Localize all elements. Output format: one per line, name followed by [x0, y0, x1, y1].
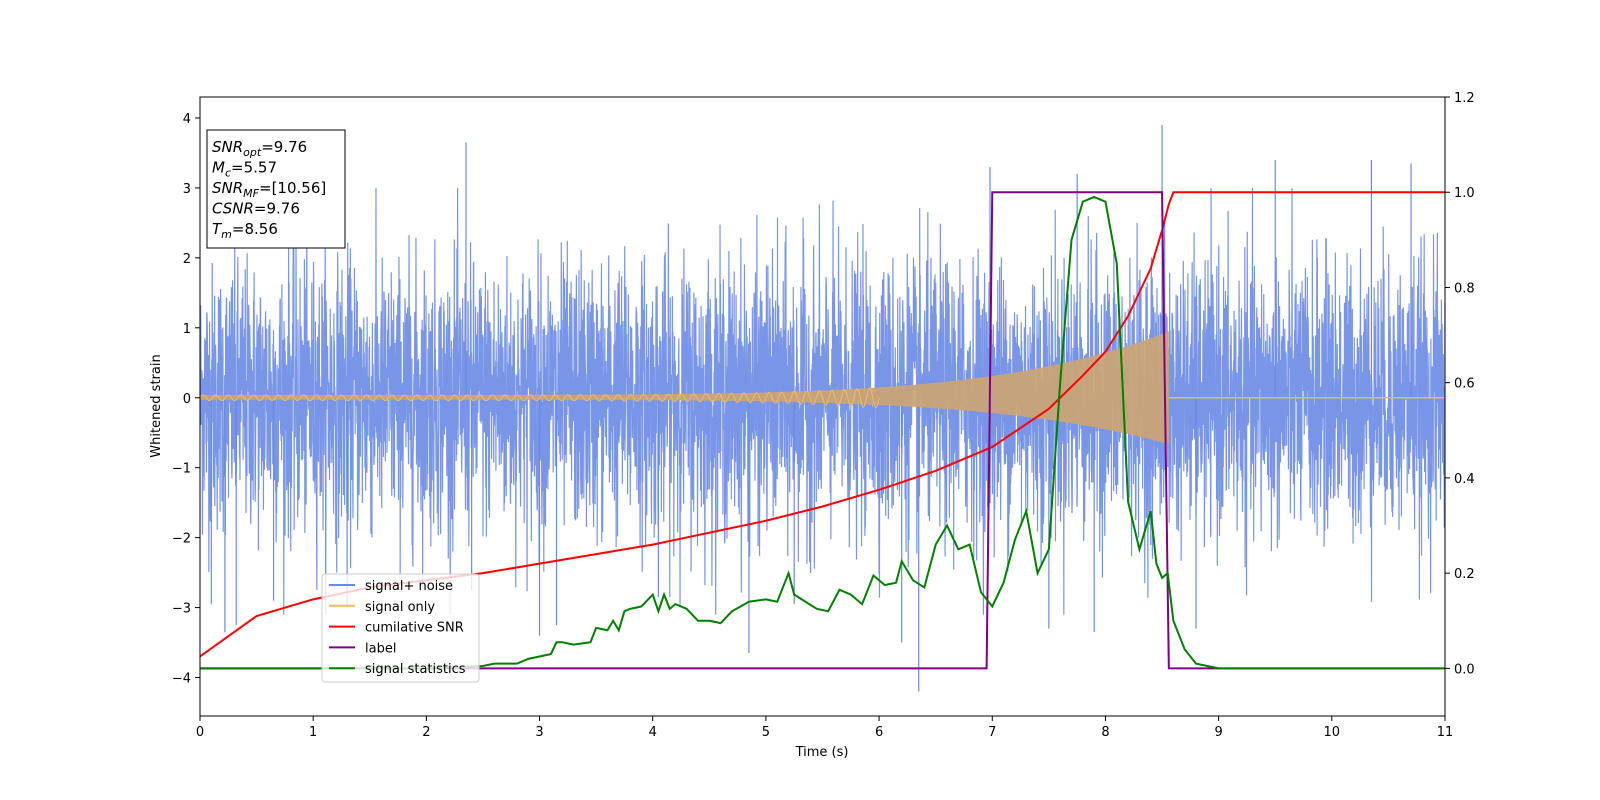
signal-only-envelope	[200, 331, 1169, 445]
x-tick-label-9: 9	[1214, 725, 1222, 740]
x-tick-label-8: 8	[1101, 725, 1109, 740]
annotation-line-2: SNRMF=[10.56]	[212, 179, 326, 200]
x-tick-label-0: 0	[196, 725, 204, 740]
legend: signal+ noise signal only cumilative SNR la…	[321, 573, 480, 683]
y2-tick-label-5: 1.0	[1454, 186, 1475, 201]
annotation-box: SNRopt=9.76Mc=5.57SNRMF=[10.56]CSNR=9.76…	[206, 129, 346, 249]
x-tick-label-7: 7	[988, 725, 996, 740]
legend-label-3: label	[365, 641, 396, 656]
y-tick-label-6: 2	[183, 252, 191, 267]
plot-frame	[199, 96, 1446, 717]
y-tick-label-1: −3	[172, 602, 191, 617]
legend-label-1: signal only	[365, 600, 435, 615]
x-tick-label-5: 5	[762, 725, 770, 740]
y2-tick-label-2: 0.4	[1454, 472, 1475, 487]
x-tick-label-10: 10	[1324, 725, 1341, 740]
x-tick-label-2: 2	[422, 725, 430, 740]
x-tick-label-1: 1	[309, 725, 317, 740]
axes: 0 1 2 3 4 5 6 7 8 9 10 11 −4 −3 −2 −1 0 1 2 3 4 0.0 0.2 0.4 0.6 0…	[172, 91, 1475, 740]
y2-tick-label-0: 0.0	[1454, 662, 1475, 677]
series-line-signal-statistics	[200, 195, 1445, 670]
annotation-line-0: SNRopt=9.76	[212, 138, 307, 159]
x-tick-label-11: 11	[1437, 725, 1454, 740]
annotation-line-1: Mc=5.57	[212, 159, 277, 180]
y-tick-label-8: 4	[183, 112, 191, 127]
signal-only-series	[200, 331, 1445, 445]
y-axis-label: Whitened strain	[149, 354, 164, 457]
x-tick-label-6: 6	[875, 725, 883, 740]
x-tick-label-4: 4	[649, 725, 657, 740]
y-tick-label-4: 0	[183, 392, 191, 407]
legend-label-4: signal statistics	[365, 662, 466, 677]
y2-tick-label-6: 1.2	[1454, 91, 1475, 106]
x-axis-label: Time (s)	[795, 745, 849, 760]
signal-only-oscillation	[200, 387, 880, 409]
y-tick-label-3: −1	[172, 462, 191, 477]
legend-label-0: signal+ noise	[365, 579, 453, 594]
y-tick-label-7: 3	[183, 182, 191, 197]
y-tick-label-5: 1	[183, 322, 191, 337]
x-tick-label-3: 3	[535, 725, 543, 740]
signal-noise-series	[200, 124, 1445, 692]
y2-tick-label-3: 0.6	[1454, 377, 1475, 392]
y2-tick-label-4: 0.8	[1454, 281, 1475, 296]
series-line-signal-noise	[200, 187, 1445, 615]
y-tick-label-0: −4	[172, 672, 191, 687]
y2-tick-label-1: 0.2	[1454, 567, 1475, 582]
annotation-line-3: CSNR=9.76	[212, 200, 300, 218]
annotation-line-4: Tm=8.56	[212, 220, 278, 241]
legend-label-2: cumilative SNR	[365, 621, 464, 636]
y-tick-label-2: −2	[172, 532, 191, 547]
